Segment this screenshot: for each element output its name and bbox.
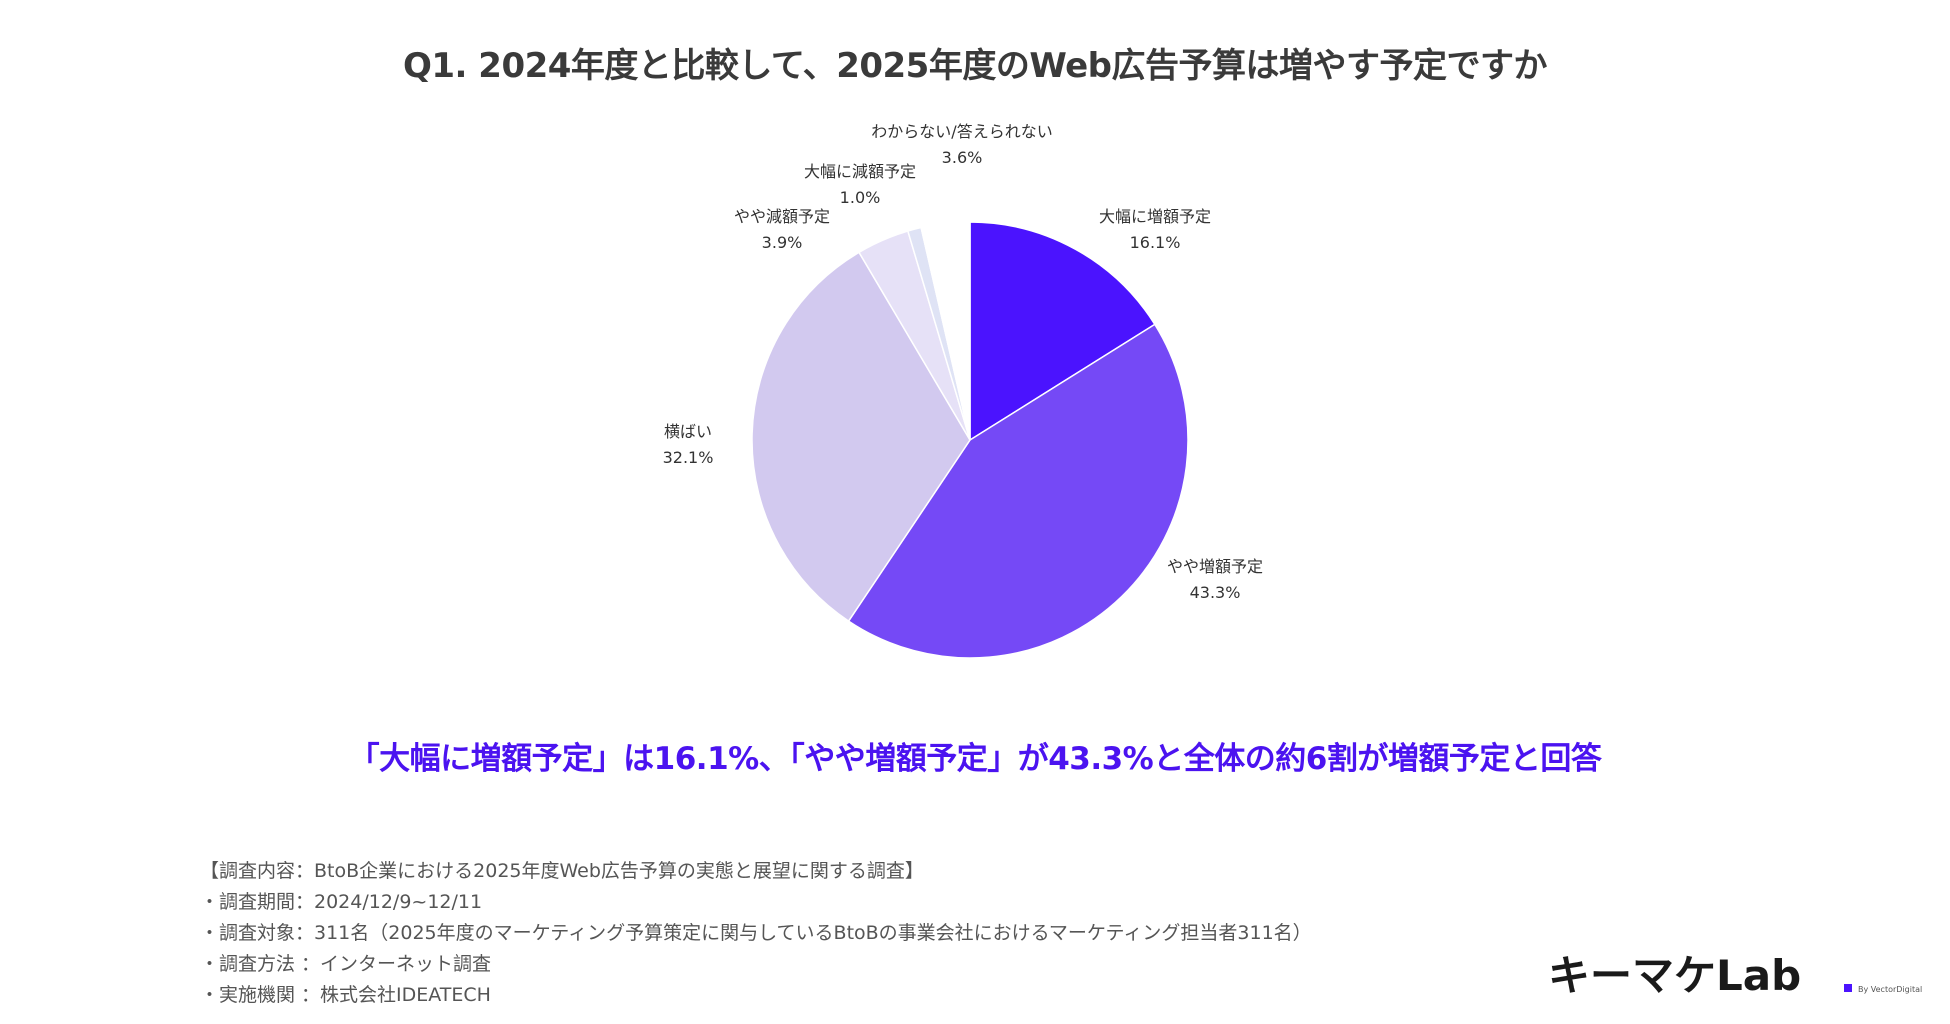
slice-category-label: 大幅に増額予定: [1099, 207, 1211, 226]
pie-labels: 大幅に増額予定 16.1% やや増額予定 43.3% 横ばい 32.1% やや減額予定 3.9…: [663, 122, 1263, 602]
pie-slice: [751, 251, 971, 623]
slice-category-label: やや増額予定: [1167, 557, 1263, 576]
pie-slice: [920, 221, 971, 441]
pie-chart: 大幅に増額予定 16.1% やや増額予定 43.3% 横ばい 32.1% やや減額予定 3.9…: [663, 122, 1263, 659]
slice-label: 横ばい 32.1%: [663, 422, 714, 467]
slice-value-label: 16.1%: [1130, 233, 1181, 252]
slice-value-label: 1.0%: [840, 188, 881, 207]
slice-value-label: 43.3%: [1190, 583, 1241, 602]
slice-label: やや減額予定 3.9%: [734, 207, 830, 252]
headline: 「大幅に増額予定」は16.1%、「やや増額予定」が43.3%と全体の約6割が増額…: [348, 741, 1602, 777]
logo-text: キーマケLab: [1548, 951, 1801, 1000]
survey-note: ・調査期間：2024/12/9~12/11: [200, 891, 483, 913]
slice-label: やや増額予定 43.3%: [1167, 557, 1263, 602]
survey-note: ・調査方法 ：インターネット調査: [200, 953, 492, 975]
slice-label: 大幅に増額予定 16.1%: [1099, 207, 1211, 252]
logo-subtext: By VectorDigital: [1858, 985, 1922, 994]
kimake-lab-logo: キーマケLab By VectorDigital: [1548, 951, 1922, 1000]
slice-category-label: 横ばい: [664, 422, 712, 441]
slice-category-label: 大幅に減額予定: [804, 162, 916, 181]
survey-note: ・実施機関 ：株式会社IDEATECH: [200, 984, 491, 1006]
logo-accent-dot: [1844, 984, 1852, 992]
pie-slices: [751, 221, 1189, 659]
survey-note: ・調査対象：311名（2025年度のマーケティング予算策定に関与しているBtoB…: [200, 922, 1312, 944]
survey-note: 【調査内容：BtoB企業における2025年度Web広告予算の実態と展望に関する調…: [200, 860, 924, 882]
slice-label: わからない/答えられない 3.6%: [871, 122, 1052, 167]
slice-value-label: 32.1%: [663, 448, 714, 467]
pie-slice: [969, 221, 1156, 442]
survey-notes: 【調査内容：BtoB企業における2025年度Web広告予算の実態と展望に関する調…: [200, 856, 1312, 1011]
slice-value-label: 3.6%: [942, 148, 983, 167]
chart-title: Q1. 2024年度と比較して、2025年度のWeb広告予算は増やす予定ですか: [402, 46, 1548, 86]
slice-category-label: わからない/答えられない: [871, 122, 1052, 141]
slice-category-label: やや減額予定: [734, 207, 830, 226]
pie-slice: [847, 323, 1189, 659]
slice-label: 大幅に減額予定 1.0%: [804, 162, 916, 207]
slice-value-label: 3.9%: [762, 233, 803, 252]
